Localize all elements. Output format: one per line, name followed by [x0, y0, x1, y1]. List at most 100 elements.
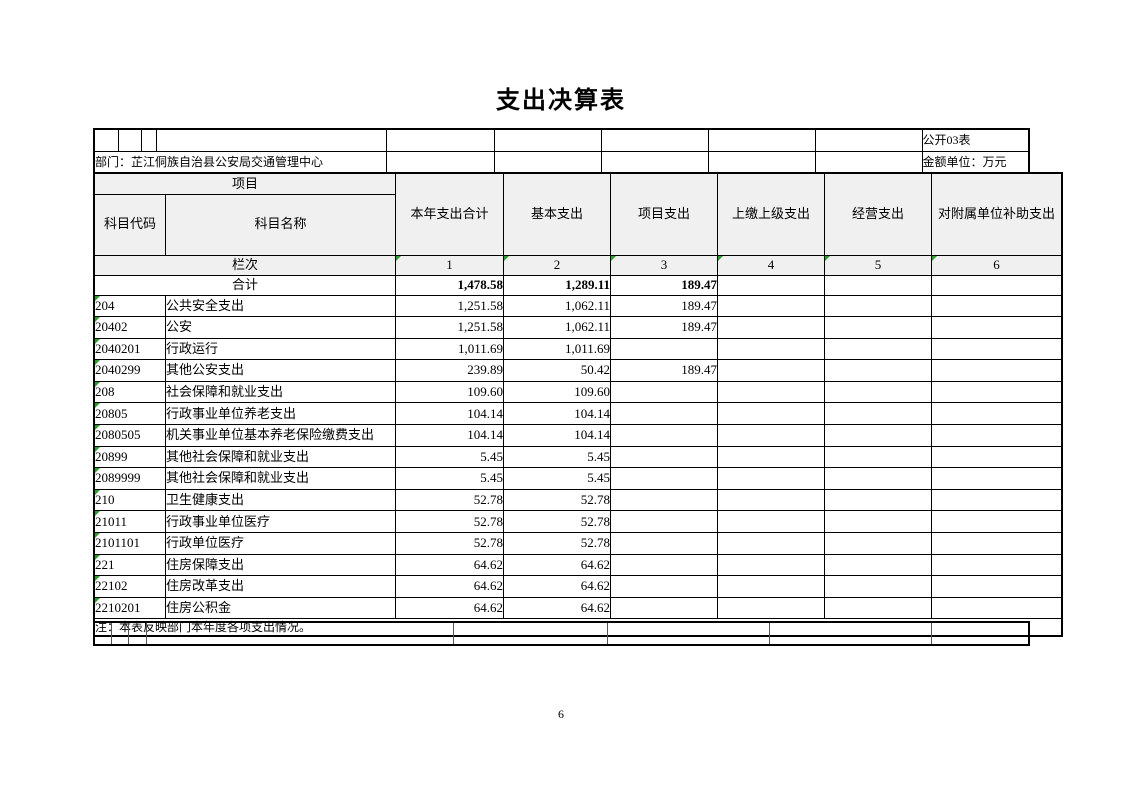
subject-code: 210 — [95, 492, 115, 508]
amount-cell — [824, 532, 933, 555]
subject-code: 2040201 — [95, 340, 141, 356]
subject-code: 21011 — [95, 513, 128, 529]
col-num-text: 4 — [767, 256, 775, 272]
amount-cell: 64.62 — [503, 596, 612, 620]
amount-cell: 109.60 — [503, 380, 612, 404]
department-label: 部门：芷江侗族自治县公安局交通管理中心 — [93, 151, 387, 175]
subject-name-cell: 住房改革支出 — [165, 575, 397, 598]
subject-code-cell: 2080505 — [93, 424, 167, 447]
subject-code-cell: 2040201 — [93, 337, 167, 361]
excel-green-triangle-icon — [95, 598, 100, 603]
excel-green-triangle-icon — [95, 295, 100, 301]
col-header-upward-payment: 上缴上级支出 — [717, 172, 826, 256]
amount-cell: 104.14 — [503, 402, 612, 426]
col-num-1: 1 — [395, 254, 505, 276]
amount-cell: 189.47 — [610, 316, 719, 339]
amount-cell: 189.47 — [610, 294, 719, 318]
amount-cell — [717, 596, 826, 620]
excel-green-triangle-icon — [611, 256, 617, 261]
subject-name-cell: 其他公安支出 — [165, 359, 397, 382]
subject-code: 20402 — [95, 319, 128, 335]
table-row: 210 卫生健康支出 52.78 52.78 — [93, 488, 1063, 512]
table-row: 204 公共安全支出 1,251.58 1,062.11 189.47 — [93, 294, 1063, 318]
subject-code: 2101101 — [95, 535, 141, 551]
empty-cell — [600, 151, 709, 175]
amount-cell — [931, 532, 1063, 555]
subject-name-cell: 其他社会保障和就业支出 — [165, 445, 397, 469]
amount-cell — [931, 467, 1063, 490]
subject-code-cell: 2089999 — [93, 467, 167, 490]
header-row-subject: 科目代码 科目名称 — [93, 193, 1062, 256]
empty-cell — [140, 128, 157, 152]
col-header-annual-total: 本年支出合计 — [395, 172, 505, 256]
amount-cell: 1,251.58 — [395, 316, 505, 339]
amount-cell — [610, 596, 719, 620]
col-num-4: 4 — [717, 254, 826, 276]
amount-cell — [717, 337, 826, 361]
table-row: 208 社会保障和就业支出 109.60 109.60 — [93, 380, 1063, 404]
subject-name-cell: 卫生健康支出 — [165, 488, 397, 512]
amount-cell: 189.47 — [610, 359, 719, 382]
empty-cell — [145, 621, 454, 646]
subject-name-cell: 住房保障支出 — [165, 553, 397, 577]
amount-cell: 239.89 — [395, 359, 505, 382]
col-num-text: 2 — [553, 256, 561, 272]
header-subject-code: 科目代码 — [93, 193, 167, 256]
col-num-6: 6 — [931, 254, 1063, 276]
amount-cell — [717, 532, 826, 555]
amount-cell — [931, 575, 1063, 598]
empty-cell — [930, 621, 1030, 646]
header-row-project: 项目 本年支出合计 基本支出 项目支出 上缴上级支出 经营支出 对附属单位补助支… — [93, 172, 1063, 256]
amount-cell — [717, 575, 826, 598]
empty-cell — [127, 621, 147, 646]
table-row: 2080505 机关事业单位基本养老保险缴费支出 104.14 104.14 — [93, 424, 1063, 447]
excel-green-triangle-icon — [825, 256, 831, 261]
empty-cell — [707, 128, 816, 152]
empty-cell — [814, 128, 923, 152]
amount-cell — [931, 316, 1063, 339]
expenditure-table: 项目 本年支出合计 基本支出 项目支出 上缴上级支出 经营支出 对附属单位补助支… — [93, 172, 1064, 638]
amount-cell — [931, 359, 1063, 382]
table-row: 221 住房保障支出 64.62 64.62 — [93, 553, 1063, 577]
empty-cell — [117, 128, 142, 152]
subject-name-cell: 行政事业单位医疗 — [165, 510, 397, 534]
col-header-project: 项目支出 — [610, 172, 719, 256]
amount-cell — [610, 575, 719, 598]
amount-cell — [931, 274, 1063, 296]
amount-cell — [717, 316, 826, 339]
amount-cell: 1,062.11 — [503, 294, 612, 318]
excel-green-triangle-icon — [932, 256, 938, 261]
amount-cell — [717, 424, 826, 447]
amount-cell — [610, 424, 719, 447]
excel-green-triangle-icon — [95, 555, 100, 560]
col-header-basic: 基本支出 — [503, 172, 612, 256]
subject-code: 2210201 — [95, 599, 141, 615]
amount-cell — [717, 380, 826, 404]
amount-cell: 189.47 — [610, 274, 719, 296]
subject-name-cell: 行政单位医疗 — [165, 532, 397, 555]
amount-cell — [824, 337, 933, 361]
amount-cell — [824, 424, 933, 447]
table-row: 22102 住房改革支出 64.62 64.62 — [93, 575, 1063, 598]
amount-cell — [824, 402, 933, 426]
amount-cell — [931, 424, 1063, 447]
subject-name-cell: 社会保障和就业支出 — [165, 380, 397, 404]
col-num-2: 2 — [503, 254, 612, 276]
subject-name-cell: 公安 — [165, 316, 397, 339]
amount-cell — [931, 488, 1063, 512]
amount-cell — [610, 445, 719, 469]
col-num-text: 1 — [446, 256, 453, 272]
subject-code-cell: 2040299 — [93, 359, 167, 382]
amount-cell — [931, 337, 1063, 361]
amount-cell: 50.42 — [503, 359, 612, 382]
amount-cell — [824, 488, 933, 512]
col-header-operating: 经营支出 — [824, 172, 933, 256]
amount-cell: 1,011.69 — [395, 337, 505, 361]
col-num-text: 5 — [874, 256, 882, 272]
subject-code: 2080505 — [95, 427, 141, 443]
table-row: 2040299 其他公安支出 239.89 50.42 189.47 — [93, 359, 1063, 382]
amount-cell — [824, 316, 933, 339]
amount-cell — [717, 445, 826, 469]
amount-cell: 1,289.11 — [503, 274, 612, 296]
amount-cell: 5.45 — [395, 467, 505, 490]
